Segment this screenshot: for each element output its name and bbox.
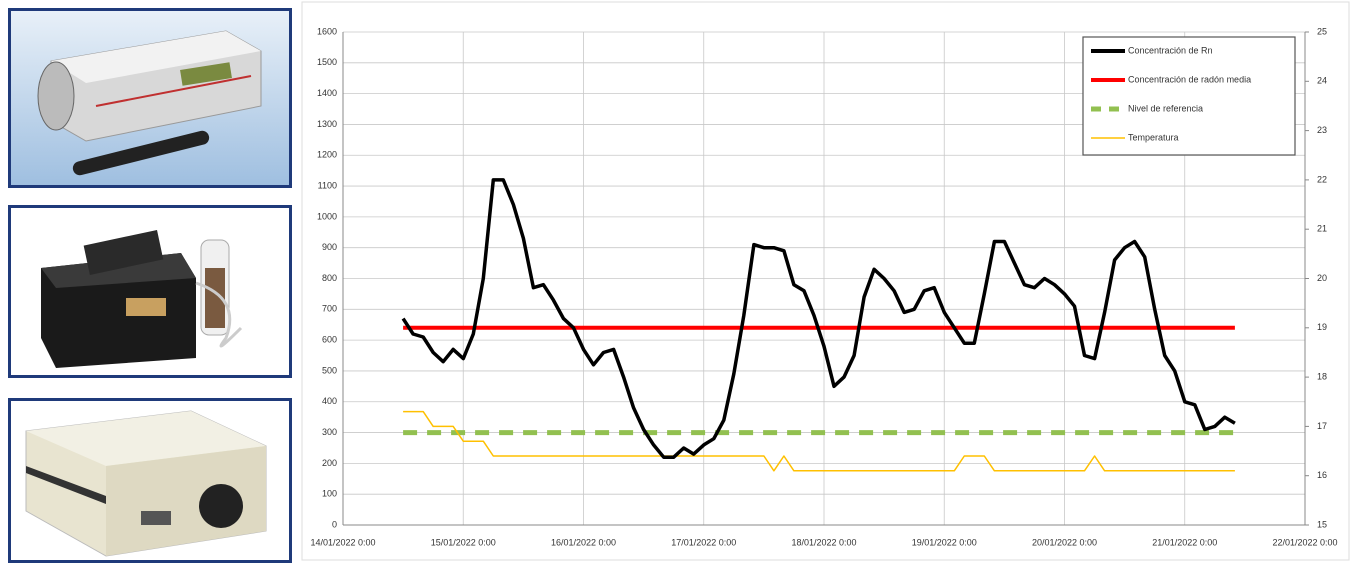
y2-tick-label: 25 xyxy=(1317,26,1327,36)
x-tick-label: 22/01/2022 0:00 xyxy=(1272,537,1337,547)
y-tick-label: 1600 xyxy=(317,26,337,36)
device-photo xyxy=(8,8,292,188)
y-tick-label: 1300 xyxy=(317,119,337,129)
x-tick-label: 18/01/2022 0:00 xyxy=(791,537,856,547)
x-tick-label: 20/01/2022 0:00 xyxy=(1032,537,1097,547)
y2-tick-label: 20 xyxy=(1317,273,1327,283)
y2-tick-label: 15 xyxy=(1317,519,1327,529)
device-photo xyxy=(8,205,292,378)
legend-label: Nivel de referencia xyxy=(1128,103,1203,113)
y2-tick-label: 18 xyxy=(1317,371,1327,381)
legend-label: Concentración de Rn xyxy=(1128,45,1213,55)
page: 0 100 200 300 400 500 600 700 800 900 1000 1100 1200… xyxy=(0,0,1351,563)
y-tick-label: 400 xyxy=(322,396,337,406)
x-tick-label: 17/01/2022 0:00 xyxy=(671,537,736,547)
x-tick-label: 16/01/2022 0:00 xyxy=(551,537,616,547)
x-tick-label: 21/01/2022 0:00 xyxy=(1152,537,1217,547)
x-tick-label: 14/01/2022 0:00 xyxy=(310,537,375,547)
legend-label: Temperatura xyxy=(1128,132,1179,142)
y-tick-label: 1500 xyxy=(317,57,337,67)
y-tick-label: 0 xyxy=(332,519,337,529)
chart: 0 100 200 300 400 500 600 700 800 900 1000 1100 1200… xyxy=(300,0,1351,563)
y-tick-label: 800 xyxy=(322,273,337,283)
y2-tick-label: 22 xyxy=(1317,174,1327,184)
y-tick-label: 1000 xyxy=(317,211,337,221)
y2-tick-label: 21 xyxy=(1317,224,1327,234)
y2-tick-label: 23 xyxy=(1317,125,1327,135)
y-tick-label: 1400 xyxy=(317,88,337,98)
y-tick-label: 300 xyxy=(322,427,337,437)
y-tick-label: 1100 xyxy=(318,180,337,190)
y2-tick-label: 16 xyxy=(1317,470,1327,480)
x-tick-label: 15/01/2022 0:00 xyxy=(431,537,496,547)
y-tick-label: 1200 xyxy=(317,150,337,160)
y2-tick-label: 17 xyxy=(1317,421,1327,431)
y-tick-label: 900 xyxy=(322,242,337,252)
y-tick-label: 600 xyxy=(322,335,337,345)
x-tick-label: 19/01/2022 0:00 xyxy=(912,537,977,547)
legend-label: Concentración de radón media xyxy=(1128,74,1251,84)
y2-tick-label: 24 xyxy=(1317,76,1327,86)
y-tick-label: 100 xyxy=(322,489,337,499)
y-tick-label: 200 xyxy=(322,458,337,468)
device-photo xyxy=(8,398,292,563)
y2-tick-label: 19 xyxy=(1317,322,1327,332)
y-tick-label: 500 xyxy=(322,365,337,375)
y-tick-label: 700 xyxy=(322,304,337,314)
